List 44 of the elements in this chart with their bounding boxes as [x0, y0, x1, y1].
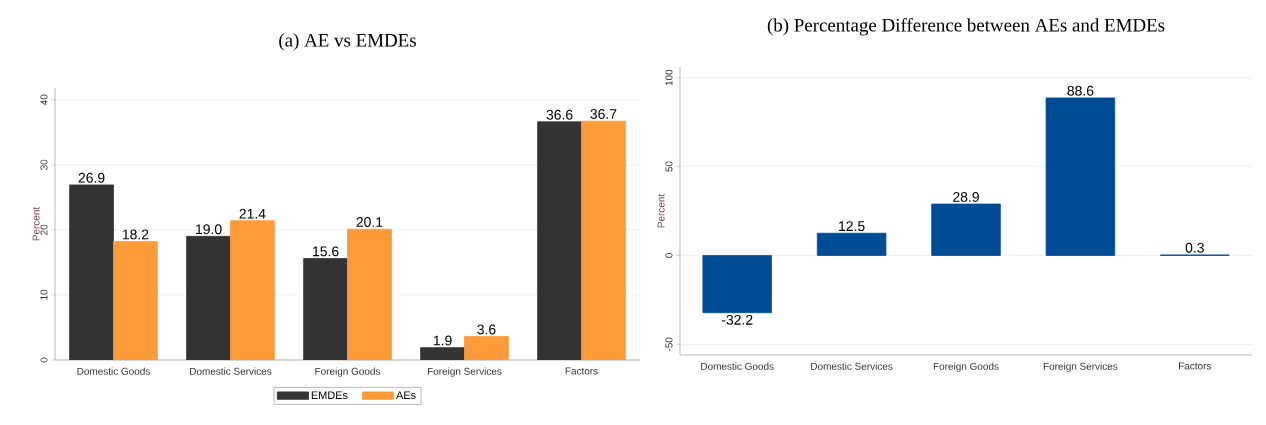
- legend-label: AEs: [396, 391, 416, 400]
- bar: [931, 203, 1001, 256]
- y-tick-label: 10: [40, 289, 48, 300]
- data-label: 20.1: [356, 217, 383, 228]
- data-label: 3.6: [477, 324, 496, 335]
- data-label: 88.6: [1067, 85, 1094, 96]
- x-tick-label: Domestic Goods: [77, 367, 150, 375]
- x-tick-label: Foreign Services: [427, 367, 502, 377]
- legend-label: EMDEs: [311, 391, 348, 400]
- data-label: 28.9: [953, 191, 979, 202]
- x-tick-label: Domestic Services: [811, 362, 893, 370]
- y-tick-label: 40: [40, 94, 48, 106]
- data-label: -32.2: [721, 314, 753, 325]
- y-tick-label: 50: [665, 161, 673, 172]
- x-tick-label: Factors: [565, 367, 598, 375]
- data-label: 19.0: [196, 224, 222, 235]
- data-label: 36.6: [546, 109, 573, 120]
- data-label: 21.4: [239, 208, 266, 219]
- data-label: 36.7: [590, 109, 617, 119]
- data-label: 0.3: [1185, 242, 1204, 253]
- data-label: 18.2: [122, 229, 149, 240]
- data-label: 26.9: [78, 172, 105, 183]
- x-tick-label: Foreign Goods: [315, 367, 381, 377]
- y-tick-label: 20: [40, 224, 48, 235]
- chart-title: (a) AE vs EMDEs: [279, 33, 416, 51]
- y-tick-label: 30: [40, 159, 48, 170]
- x-tick-label: Factors: [1179, 362, 1212, 370]
- bar: [816, 232, 887, 256]
- data-label: 12.5: [839, 221, 865, 232]
- y-tick-label: 0: [40, 357, 48, 363]
- y-axis-title: Percent: [32, 206, 40, 241]
- y-tick-label: -50: [665, 337, 673, 352]
- x-tick-label: Domestic Services: [190, 367, 272, 375]
- y-axis-title: Percent: [657, 193, 665, 228]
- x-tick-label: Foreign Services: [1043, 362, 1118, 372]
- bar: [702, 255, 772, 314]
- chart-title: (b) Percentage Difference between AEs and EMDEs: [767, 18, 1165, 36]
- data-label: 1.9: [433, 335, 452, 346]
- x-tick-label: Domestic Goods: [701, 362, 774, 370]
- y-tick-label: 0: [665, 253, 673, 258]
- x-tick-label: Foreign Goods: [933, 362, 999, 372]
- bar: [1045, 97, 1116, 256]
- y-tick-label: 100: [665, 69, 673, 86]
- data-label: 15.6: [313, 246, 339, 257]
